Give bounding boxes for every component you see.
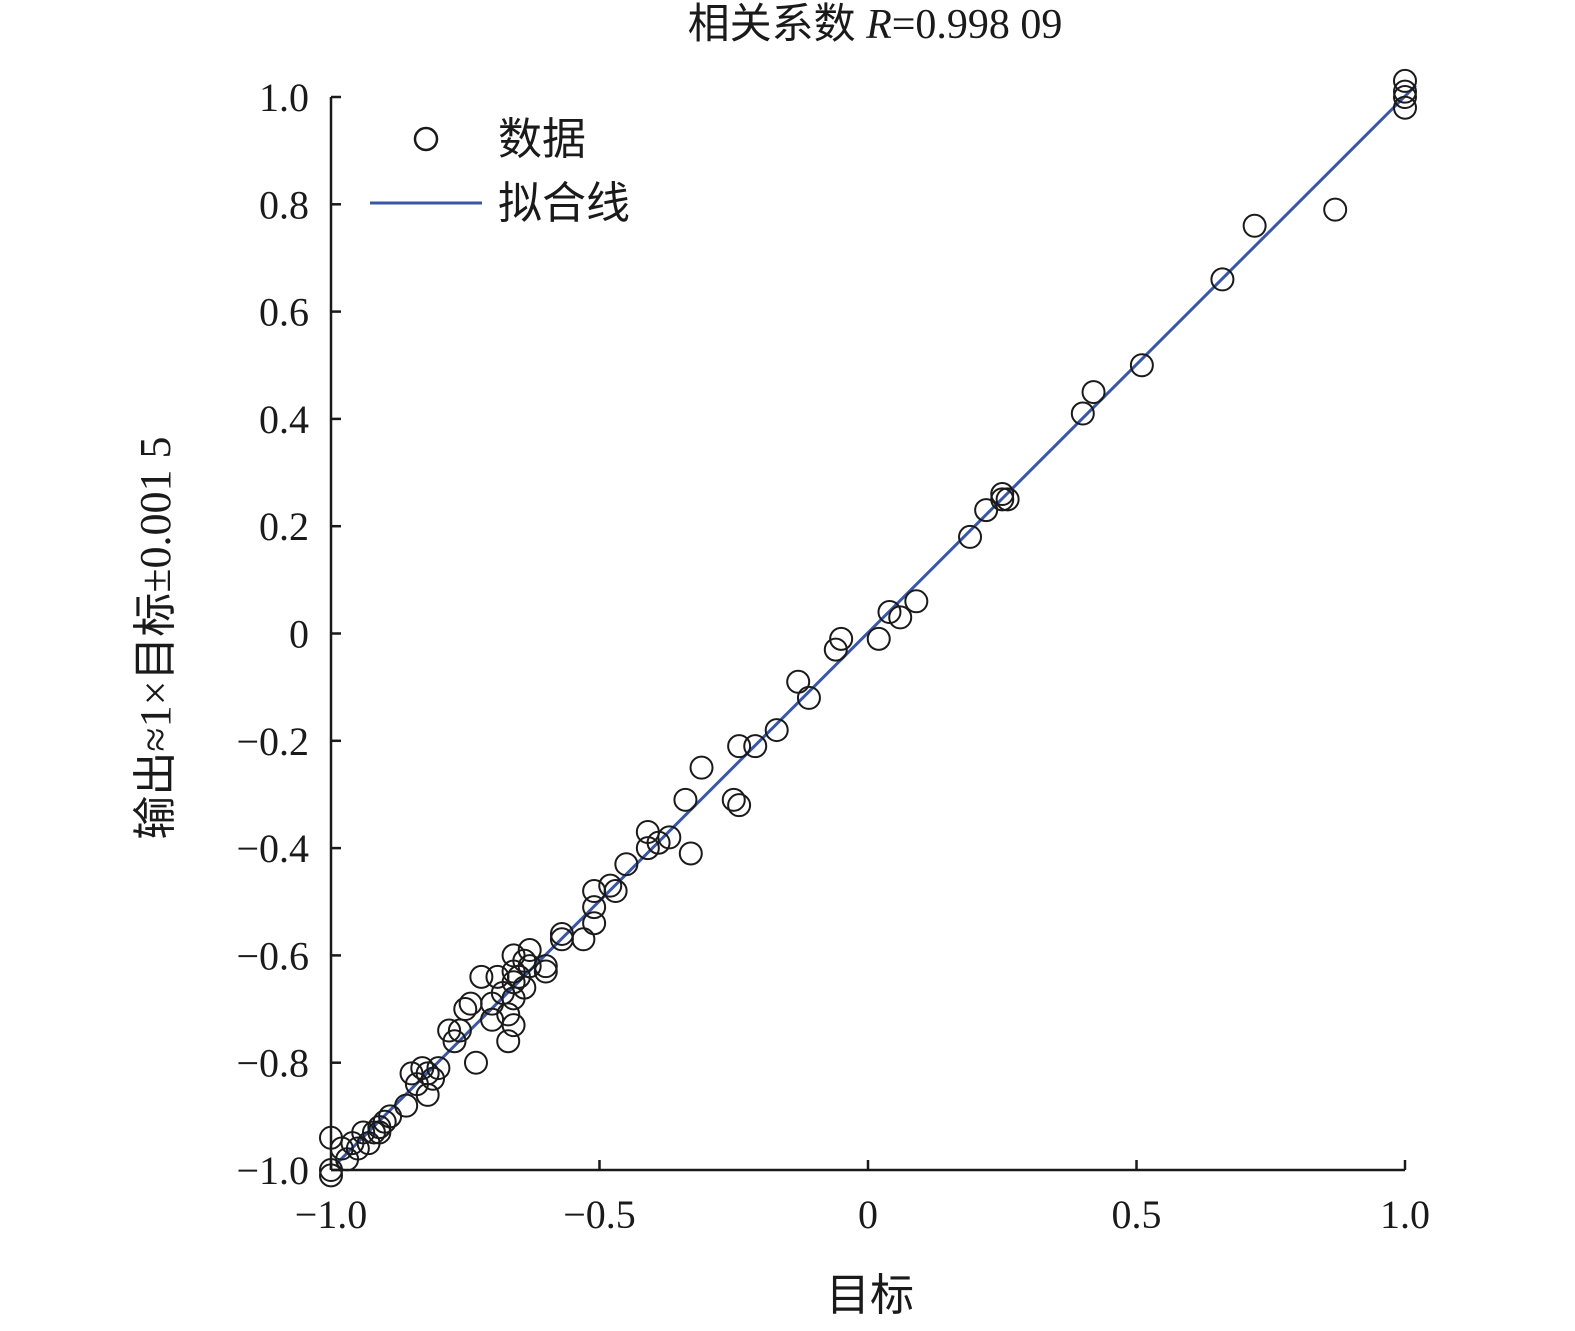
data-point bbox=[974, 498, 999, 523]
data-point bbox=[582, 911, 607, 936]
chart-title: 相关系数 R=0.998 09 bbox=[688, 2, 1063, 48]
data-point bbox=[1210, 267, 1235, 292]
fit-line-group bbox=[335, 84, 1417, 1165]
data-point bbox=[319, 1125, 343, 1150]
x-axis-label: 目标 bbox=[826, 1271, 914, 1320]
chart-title-suffix: =0.998 09 bbox=[892, 2, 1063, 48]
y-tick-label: 0 bbox=[289, 612, 309, 657]
legend: 数据 拟合线 bbox=[370, 115, 630, 228]
data-point bbox=[533, 959, 558, 984]
data-point bbox=[399, 1061, 424, 1086]
data-point bbox=[1323, 197, 1348, 222]
x-tick-label: 0 bbox=[858, 1192, 878, 1237]
data-point bbox=[614, 852, 639, 877]
data-point bbox=[829, 626, 854, 651]
data-point bbox=[1242, 213, 1267, 238]
data-point bbox=[823, 637, 848, 662]
data-point bbox=[786, 669, 811, 694]
data-point bbox=[877, 600, 902, 625]
data-point bbox=[673, 787, 698, 812]
y-tick-label: −0.4 bbox=[236, 826, 309, 871]
data-point bbox=[582, 895, 607, 920]
data-point bbox=[447, 1018, 472, 1043]
data-point bbox=[319, 1158, 343, 1182]
data-point bbox=[1393, 95, 1417, 120]
data-point bbox=[437, 1018, 462, 1043]
data-point bbox=[469, 964, 494, 989]
data-point bbox=[458, 991, 483, 1016]
y-axis-label: 输出≈1×目标±0.001 5 bbox=[131, 436, 180, 839]
data-point bbox=[995, 487, 1020, 512]
data-point bbox=[501, 943, 526, 968]
data-point bbox=[1393, 79, 1417, 104]
data-point bbox=[426, 1056, 451, 1081]
data-point bbox=[480, 1007, 505, 1032]
data-point bbox=[442, 1029, 467, 1054]
x-tick-label: −1.0 bbox=[295, 1192, 368, 1237]
x-axis-ticks: −1.0 −0.5 0 0.5 1.0 bbox=[295, 1160, 1430, 1237]
data-point bbox=[635, 820, 660, 845]
data-point bbox=[743, 734, 768, 759]
data-point bbox=[727, 734, 752, 759]
data-point bbox=[678, 841, 703, 866]
data-point bbox=[888, 605, 913, 630]
data-point bbox=[453, 997, 478, 1022]
y-tick-label: −0.8 bbox=[236, 1041, 309, 1086]
y-tick-label: −0.6 bbox=[236, 933, 309, 978]
data-point bbox=[463, 1050, 488, 1075]
legend-marker-data bbox=[413, 126, 439, 152]
data-point bbox=[485, 964, 510, 989]
data-point bbox=[598, 873, 623, 898]
data-point bbox=[356, 1131, 381, 1156]
y-tick-label: 0.4 bbox=[259, 397, 309, 442]
x-tick-label: −0.5 bbox=[563, 1192, 636, 1237]
y-tick-label: 0.8 bbox=[259, 182, 309, 227]
data-point bbox=[571, 927, 596, 952]
data-point bbox=[1393, 68, 1417, 93]
data-point bbox=[394, 1093, 419, 1118]
data-point bbox=[721, 787, 746, 812]
data-point bbox=[501, 959, 526, 984]
x-tick-label: 1.0 bbox=[1380, 1192, 1430, 1237]
chart-title-prefix: 相关系数 bbox=[688, 2, 867, 48]
legend-label-fit-line: 拟合线 bbox=[498, 179, 630, 228]
data-point bbox=[990, 482, 1015, 507]
data-point bbox=[361, 1120, 386, 1145]
data-point bbox=[549, 921, 574, 946]
data-point bbox=[549, 927, 574, 952]
data-points bbox=[319, 68, 1417, 1188]
data-point bbox=[635, 836, 660, 861]
x-tick-label: 0.5 bbox=[1112, 1192, 1162, 1237]
y-tick-label: 0.6 bbox=[259, 290, 309, 335]
data-point bbox=[1070, 401, 1095, 426]
y-tick-label: 1.0 bbox=[259, 75, 309, 120]
y-tick-label: 0.2 bbox=[259, 504, 309, 549]
legend-label-data: 数据 bbox=[498, 115, 586, 164]
chart-title-italic: R bbox=[865, 2, 892, 48]
data-point bbox=[727, 793, 752, 818]
data-point bbox=[517, 938, 542, 963]
data-point bbox=[1393, 85, 1417, 109]
data-point bbox=[410, 1056, 435, 1081]
data-point bbox=[689, 755, 714, 780]
data-point bbox=[496, 1029, 521, 1054]
data-point bbox=[1129, 353, 1154, 378]
y-axis-ticks: 1.0 0.8 0.6 0.4 0.2 0 −0.2 −0.4 −0.6 −0.8 −1.0 bbox=[236, 75, 341, 1193]
data-point bbox=[319, 1163, 343, 1188]
data-point bbox=[404, 1072, 429, 1097]
data-point bbox=[904, 589, 929, 614]
data-point bbox=[582, 879, 607, 904]
data-point bbox=[866, 626, 891, 651]
data-point bbox=[958, 524, 983, 549]
fit-line bbox=[335, 84, 1417, 1165]
data-point bbox=[764, 718, 789, 743]
y-tick-label: −0.2 bbox=[236, 719, 309, 764]
data-point bbox=[1081, 380, 1106, 405]
y-tick-label: −1.0 bbox=[236, 1148, 309, 1193]
